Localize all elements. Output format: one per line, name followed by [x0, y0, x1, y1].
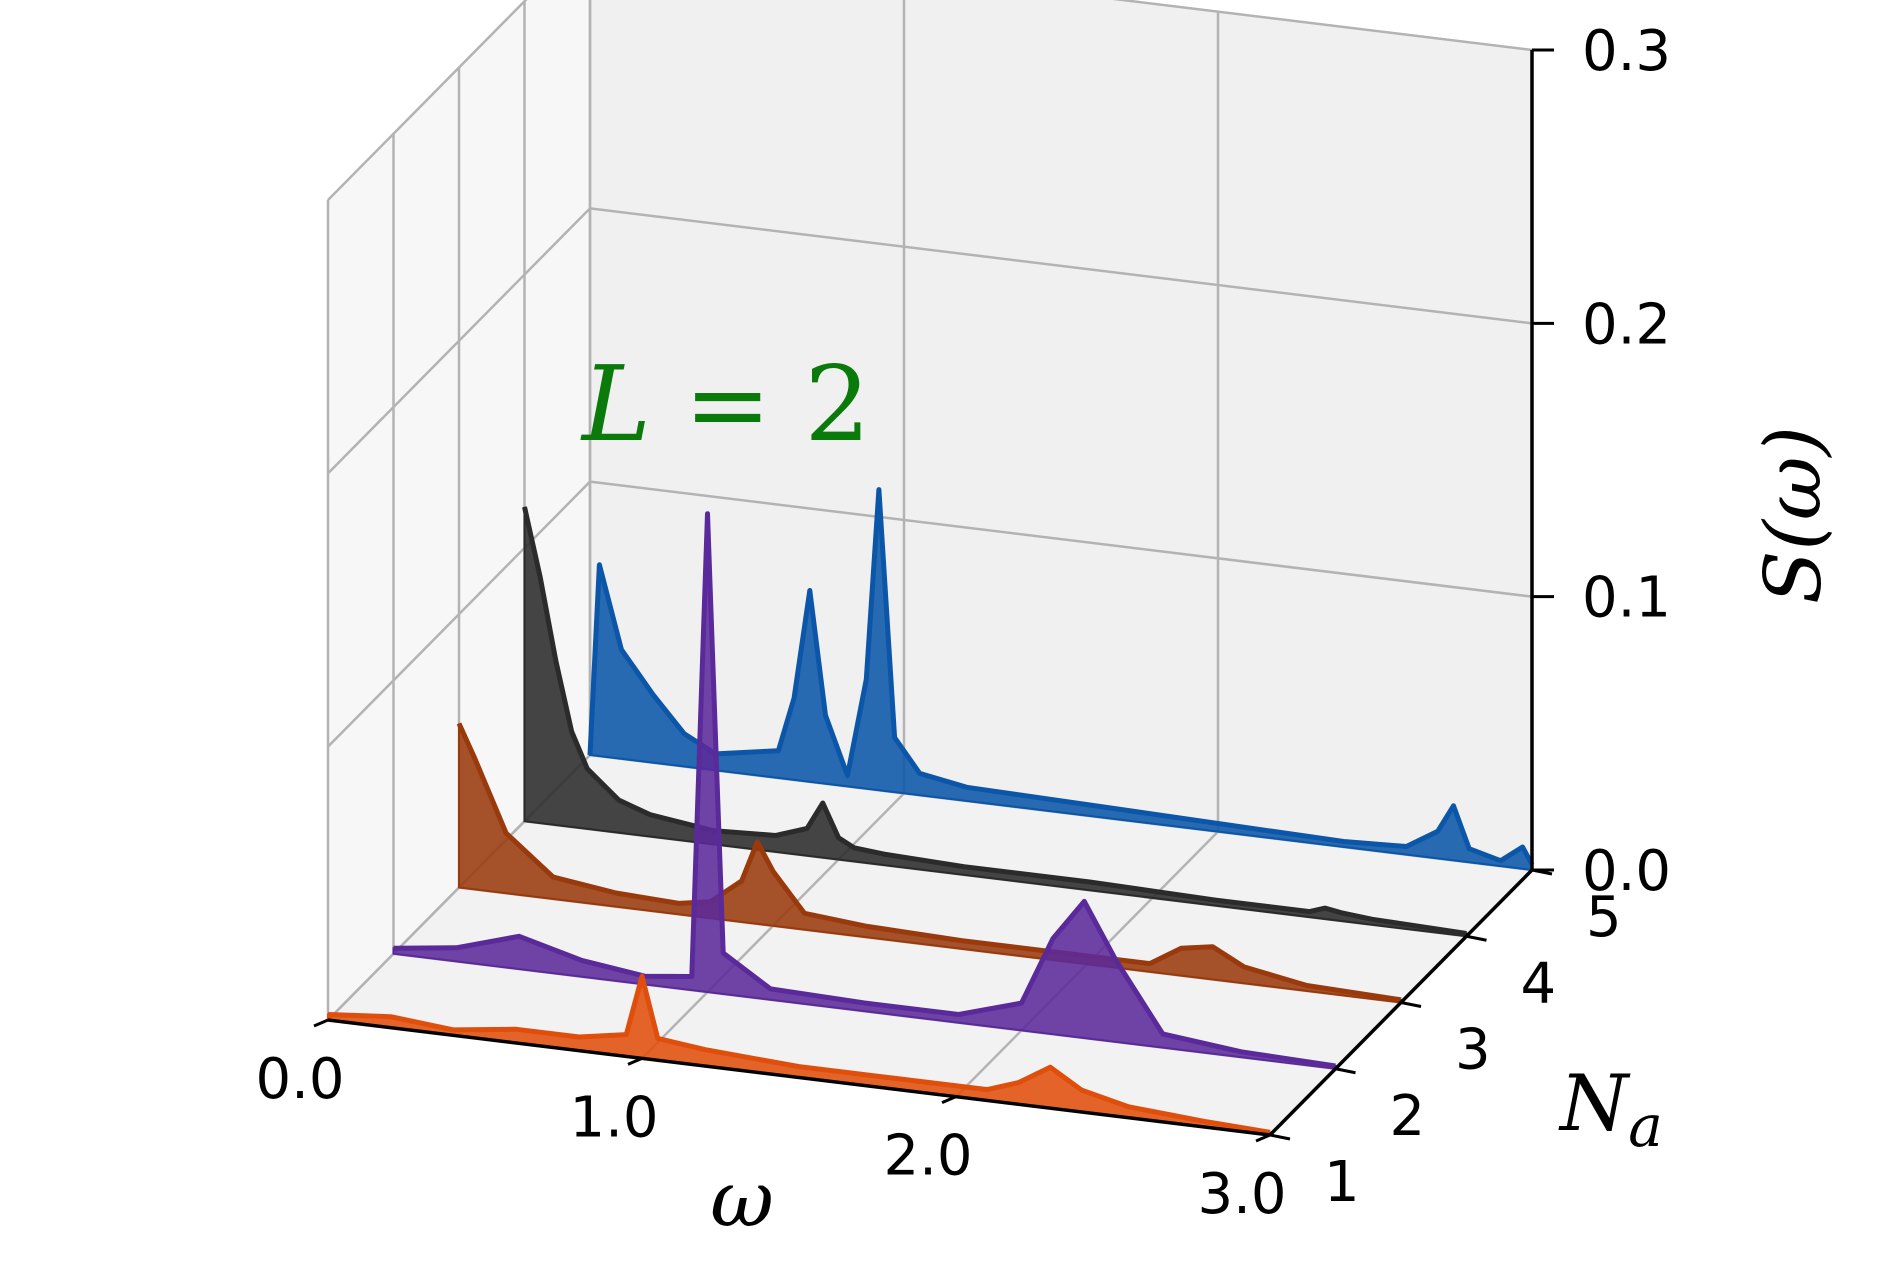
x-tick-label: 0.0 — [255, 1047, 344, 1112]
y-tick-mark — [1466, 934, 1487, 942]
y-tick-label: 3 — [1455, 1018, 1491, 1083]
x-tick-mark — [1255, 1133, 1271, 1143]
annotation-eq: = 2 — [651, 343, 870, 465]
x-tick-mark — [627, 1056, 643, 1066]
grid-line-left-z — [327, 480, 591, 748]
y-tick-mark — [1269, 1133, 1291, 1141]
z-tick-label: 0.2 — [1582, 292, 1671, 357]
y-tick-label: 2 — [1390, 1084, 1426, 1149]
x-tick-label: 2.0 — [883, 1124, 972, 1189]
y-tick-mark — [1335, 1067, 1356, 1075]
z-axis-label: S(ω) — [1749, 426, 1839, 604]
x-tick-label: 1.0 — [569, 1085, 658, 1150]
x-tick-mark — [313, 1018, 329, 1028]
series-line-na-3 — [456, 722, 1402, 1003]
axis-lines — [313, 48, 1554, 1143]
z-tick-label: 0.0 — [1582, 839, 1671, 904]
series-line-na-1 — [327, 973, 1271, 1135]
y-tick-label: 5 — [1586, 885, 1622, 950]
series-group — [327, 487, 1535, 1137]
z-tick-label: 0.1 — [1582, 566, 1671, 631]
series-line-na-4 — [522, 506, 1467, 936]
y-axis-label: Na — [1558, 1059, 1663, 1160]
series-line-na-2 — [393, 511, 1336, 1069]
x-tick-mark — [941, 1095, 957, 1105]
x-axis-line — [327, 1018, 1271, 1137]
y-tick-label: 1 — [1324, 1150, 1360, 1215]
y-tick-label: 4 — [1521, 951, 1557, 1016]
annotation-var: L — [580, 343, 651, 465]
y-axis-label-sub: a — [1628, 1092, 1663, 1160]
grid-line-back-z — [589, 480, 1533, 598]
grid-line-back-z — [1112, 0, 1533, 52]
x-tick-label: 3.0 — [1197, 1162, 1286, 1227]
x-axis-label: ω — [710, 1155, 774, 1245]
y-axis-label-main: N — [1558, 1059, 1631, 1149]
grid-line-left-z — [327, 0, 528, 201]
z-tick-label: 0.3 — [1582, 19, 1671, 84]
grid-line-back-z — [589, 207, 1533, 325]
annotation-text: L = 2 — [580, 343, 871, 465]
grid-line-left-z — [327, 207, 591, 475]
y-tick-mark — [1400, 1001, 1422, 1008]
series-line-na-5 — [587, 487, 1535, 866]
